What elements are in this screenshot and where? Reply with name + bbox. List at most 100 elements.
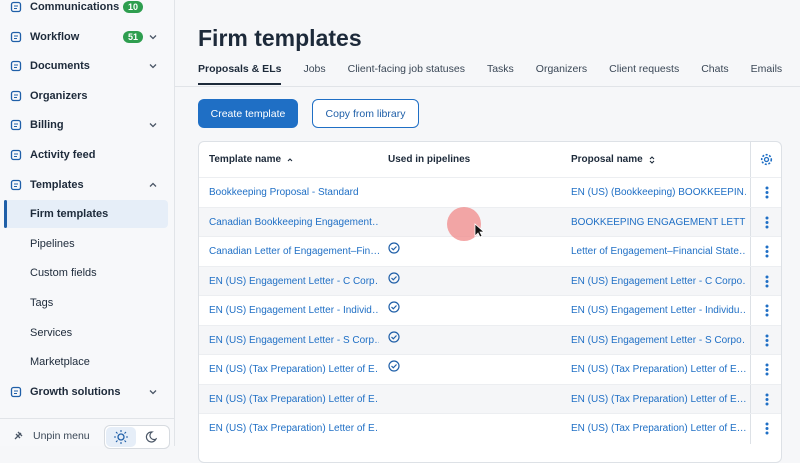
nav-item[interactable]: Templates: [4, 171, 168, 199]
template-name[interactable]: Bookkeeping Proposal - Standard: [209, 187, 359, 199]
tab[interactable]: Emails: [750, 63, 783, 75]
template-name[interactable]: Canadian Bookkeeping Engagement…: [209, 216, 379, 228]
nav-item[interactable]: Activity feed: [4, 141, 168, 169]
proposal-name[interactable]: EN (US) Engagement Letter - C Corpo…: [571, 275, 746, 287]
proposal-name[interactable]: EN (US) (Tax Preparation) Letter of E…: [571, 364, 746, 376]
nav-label: Billing: [30, 119, 64, 132]
sort-icon: [647, 155, 657, 165]
column-header[interactable]: Template name: [209, 142, 295, 177]
nav-label: Services: [30, 326, 73, 339]
unpin-menu[interactable]: Unpin menu: [33, 430, 90, 442]
column-header[interactable]: Proposal name: [571, 142, 657, 177]
template-name[interactable]: EN (US) Engagement Letter - S Corp…: [209, 334, 379, 346]
nav-icon: [10, 119, 22, 131]
chevron: [148, 120, 158, 130]
table-row: Canadian Letter of Engagement–Fin… Letter…: [199, 236, 781, 267]
tab[interactable]: Organizers: [535, 63, 588, 75]
nav-item[interactable]: Communications 10: [4, 0, 168, 21]
pipeline-check: [388, 326, 400, 348]
nav-item[interactable]: Growth solutions: [4, 378, 168, 406]
nav-icon: [10, 1, 22, 13]
table-row: EN (US) Engagement Letter - C Corp… EN (U…: [199, 265, 781, 296]
row-menu[interactable]: [750, 414, 781, 444]
nav-label: Templates: [30, 178, 84, 191]
row-menu[interactable]: [750, 296, 781, 326]
theme-toggle[interactable]: [104, 425, 170, 449]
tab[interactable]: Client-facing job statuses: [347, 63, 465, 75]
template-name[interactable]: EN (US) (Tax Preparation) Letter of E…: [209, 364, 379, 376]
nav-subitem[interactable]: Custom fields: [4, 259, 168, 287]
nav-subitem[interactable]: Pipelines: [4, 230, 168, 258]
tabs-divider: [175, 86, 800, 87]
light-mode[interactable]: [106, 427, 136, 447]
tab[interactable]: Client requests: [609, 63, 680, 75]
template-name[interactable]: Canadian Letter of Engagement–Fin…: [209, 246, 379, 258]
nav-icon: [10, 60, 22, 72]
row-menu[interactable]: [750, 266, 781, 296]
nav-subitem[interactable]: Firm templates: [4, 200, 168, 229]
table: Template name Used in pipelines Proposal n…: [198, 141, 782, 463]
nav-item[interactable]: Organizers: [4, 82, 168, 110]
nav-label: Communications: [30, 1, 120, 13]
pipeline-check: [388, 296, 400, 318]
proposal-name[interactable]: EN (US) Engagement Letter - Individu…: [571, 305, 746, 317]
nav-subitem[interactable]: Services: [4, 319, 168, 347]
main: Firm templates Proposals & ELs Jobs Client…: [175, 0, 800, 463]
row-menu[interactable]: [750, 207, 781, 237]
proposal-name[interactable]: EN (US) (Bookkeeping) BOOKKEEPIN…: [571, 187, 746, 199]
nav-label: Organizers: [30, 89, 88, 102]
nav-icon: [10, 90, 22, 102]
proposal-name[interactable]: EN (US) (Tax Preparation) Letter of E…: [571, 423, 746, 435]
count-badge: 10: [123, 1, 144, 13]
tabs: Proposals & ELs Jobs Client-facing job sta…: [198, 63, 782, 85]
row-menu[interactable]: [750, 237, 781, 267]
dark-mode[interactable]: [143, 430, 157, 444]
nav-icon: [10, 179, 22, 191]
template-name[interactable]: EN (US) Engagement Letter - Individ…: [209, 305, 379, 317]
template-name[interactable]: EN (US) Engagement Letter - C Corp…: [209, 275, 379, 287]
table-row: EN (US) (Tax Preparation) Letter of E… EN…: [199, 383, 781, 414]
row-menu[interactable]: [750, 178, 781, 208]
nav-item[interactable]: Documents: [4, 52, 168, 80]
settings-column[interactable]: [750, 142, 781, 177]
nav-item[interactable]: Billing: [4, 111, 168, 139]
nav-subitem[interactable]: Tags: [4, 289, 168, 317]
nav-label: Custom fields: [30, 267, 97, 280]
column-header[interactable]: Used in pipelines: [388, 142, 470, 177]
row-menu[interactable]: [750, 384, 781, 414]
copy-library-button[interactable]: Copy from library: [312, 99, 419, 128]
table-row: Canadian Bookkeeping Engagement… BOOKKEEP…: [199, 206, 781, 237]
row-menu[interactable]: [750, 325, 781, 355]
tab[interactable]: Tasks: [486, 63, 514, 75]
proposal-name[interactable]: EN (US) (Tax Preparation) Letter of E…: [571, 393, 746, 405]
pipeline-check: [388, 267, 400, 289]
table-row: EN (US) Engagement Letter - Individ… EN (…: [199, 295, 781, 326]
tab[interactable]: Jobs: [303, 63, 326, 75]
sort-icon: [285, 155, 295, 165]
nav-label: Tags: [30, 297, 54, 309]
table-row: EN (US) (Tax Preparation) Letter of E… EN…: [199, 354, 781, 385]
tab[interactable]: Chats: [701, 63, 729, 75]
tab[interactable]: Proposals & ELs: [198, 63, 282, 85]
nav-label: Workflow: [30, 30, 80, 43]
count-badge: 51: [123, 30, 144, 43]
template-name[interactable]: EN (US) (Tax Preparation) Letter of E…: [209, 423, 379, 435]
chevron: [148, 387, 158, 397]
table-row: Bookkeeping Proposal - Standard EN (US) (…: [199, 177, 781, 208]
nav-label: Pipelines: [30, 237, 75, 250]
proposal-name[interactable]: EN (US) Engagement Letter - S Corpo…: [571, 334, 746, 346]
column-label: Template name: [209, 154, 282, 165]
table-header: Template name Used in pipelines Proposal n…: [199, 142, 781, 177]
nav-icon: [10, 149, 22, 161]
row-menu[interactable]: [750, 355, 781, 385]
nav-label: Firm templates: [30, 208, 109, 221]
create-template-button[interactable]: Create template: [198, 99, 298, 128]
nav-subitem[interactable]: Marketplace: [4, 348, 168, 376]
sidebar: Unpin menu Communications 10 Workflow 51 Doc…: [0, 0, 175, 449]
nav-label: Activity feed: [30, 149, 96, 161]
nav-item[interactable]: Workflow 51: [4, 23, 168, 51]
proposal-name[interactable]: BOOKKEEPING ENGAGEMENT LETTER: [571, 216, 746, 228]
template-name[interactable]: EN (US) (Tax Preparation) Letter of E…: [209, 393, 379, 405]
proposal-name[interactable]: Letter of Engagement–Financial State…: [571, 246, 746, 258]
